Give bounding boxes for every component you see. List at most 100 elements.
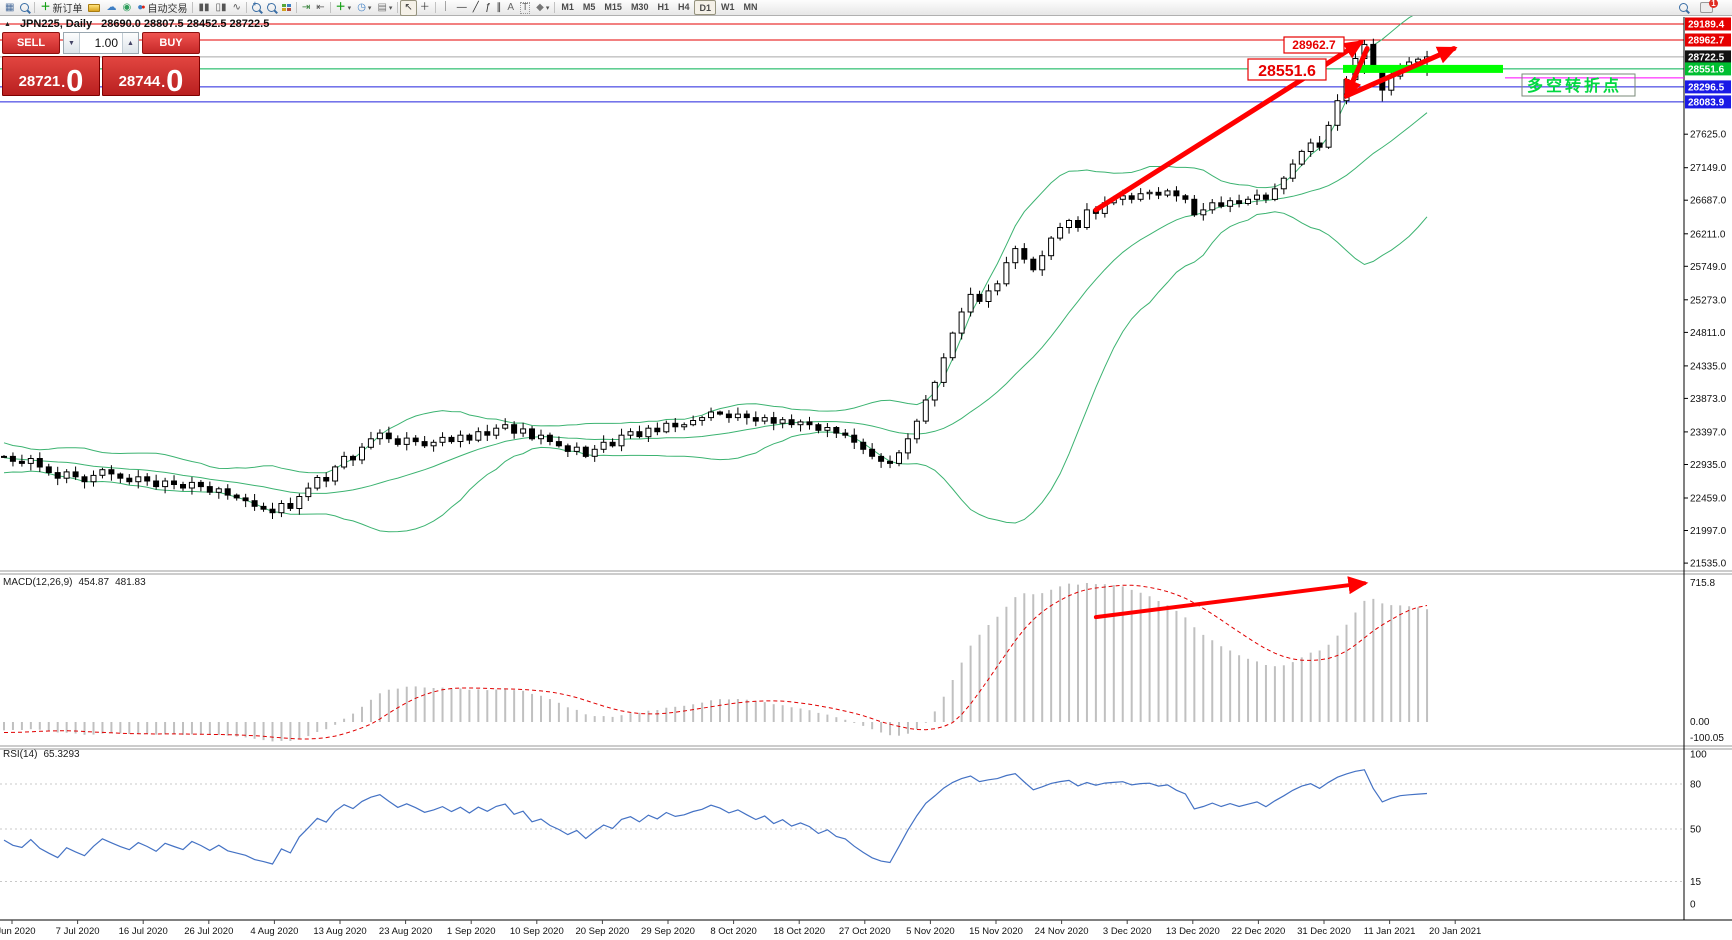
chart-shift-button[interactable]: ⇤	[313, 1, 327, 15]
rsi-axis[interactable]: 100 80 50 15 0	[1690, 750, 1707, 911]
annotation-price-labels[interactable]: 28962.7 28551.6	[1247, 36, 1345, 81]
candle	[475, 431, 482, 441]
candle	[627, 431, 634, 436]
vertical-line-button[interactable]: ｜	[438, 1, 454, 15]
candle	[681, 424, 688, 428]
time-axis[interactable]: 8 Jun 2020 7 Jul 2020 16 Jul 2020 26 Jul 20…	[0, 920, 1481, 937]
candle	[734, 413, 741, 419]
fibonacci-button[interactable]: ƒ	[482, 1, 494, 15]
svg-text:28551.6: 28551.6	[1258, 63, 1316, 80]
candle	[618, 434, 625, 447]
horizontal-price-lines[interactable]	[0, 23, 1684, 103]
candle	[1200, 209, 1207, 216]
shapes-button[interactable]: ◆ ▾	[533, 1, 552, 15]
price-axis[interactable]: 27625.0 27149.0 26687.0 26211.0 25749.0 25273…	[1684, 17, 1731, 570]
candle	[188, 481, 195, 489]
tile-windows-button[interactable]	[279, 1, 294, 15]
chart-plot-area[interactable]	[0, 17, 1684, 570]
autoscroll-button[interactable]: ⇥	[299, 1, 313, 15]
tf-button-MN[interactable]: MN	[743, 1, 758, 12]
candle	[1262, 194, 1269, 200]
tf-button-W1[interactable]: W1	[721, 1, 735, 12]
autotrading-button[interactable]: ● ● 自动交易	[134, 1, 190, 15]
volume-increase-button[interactable]: ▲	[122, 33, 138, 53]
indicators-button[interactable]: ＋ ▾	[333, 1, 355, 15]
crosshair-icon: ＋	[419, 1, 430, 13]
svg-text:11 Jan 2021: 11 Jan 2021	[1364, 926, 1416, 937]
trendline-button[interactable]: ╱	[470, 1, 482, 15]
candlestick-icon: ▯▮	[215, 1, 227, 13]
svg-text:22 Dec 2020: 22 Dec 2020	[1231, 926, 1285, 937]
tf-button-M15[interactable]: M15	[604, 1, 622, 12]
new-order-button[interactable]: ＋ 新订单	[37, 1, 85, 15]
candle	[224, 488, 231, 496]
candle	[645, 427, 652, 438]
tf-button-D1[interactable]: D1	[694, 0, 716, 15]
volume-value[interactable]: 1.00	[94, 36, 118, 50]
candle	[1075, 220, 1081, 228]
pane-separators[interactable]	[0, 17, 1732, 921]
crosshair-button[interactable]: ＋	[417, 1, 433, 15]
trade-panel-collapse-icon[interactable]: ▲	[4, 20, 11, 28]
zoom-out-button[interactable]: -	[264, 1, 279, 15]
candle	[296, 496, 303, 509]
buy-price-dot: .	[161, 74, 166, 90]
text-label-button[interactable]: T	[517, 1, 533, 15]
candlestick-chart-button[interactable]: ▯▮	[212, 1, 229, 15]
buy-price-box[interactable]: 28744. 0	[102, 56, 200, 96]
tf-button-M30[interactable]: M30	[630, 1, 649, 12]
chart-symbol-period: JPN225, Daily	[19, 18, 93, 30]
macd-histogram	[3, 583, 1429, 742]
tf-button-M1[interactable]: M1	[561, 1, 574, 12]
cursor-button[interactable]: ↖	[400, 0, 417, 16]
candle	[1298, 150, 1305, 165]
community-button[interactable]: ☁	[103, 1, 119, 15]
new-chart-button[interactable]: ▦	[2, 1, 17, 15]
candle	[385, 432, 392, 440]
svg-text:15: 15	[1690, 877, 1702, 888]
tile-windows-icon	[281, 4, 291, 11]
channel-button[interactable]: ∥	[493, 1, 504, 15]
zoom-in-button[interactable]: +	[249, 1, 264, 15]
search-icon	[1679, 3, 1688, 12]
sell-button[interactable]: SELL	[2, 32, 60, 54]
text-button[interactable]: A	[504, 1, 517, 15]
annotation-note[interactable]: 多空转折点	[1521, 73, 1636, 97]
horizontal-line-button[interactable]: —	[454, 1, 470, 15]
toolbar-separator	[245, 2, 247, 13]
templates-button[interactable]: ▤ ▾	[374, 1, 395, 15]
candle	[967, 293, 974, 313]
candle	[466, 434, 473, 441]
periods-button[interactable]: ◷ ▾	[354, 1, 374, 15]
axis-price-flag	[1685, 80, 1731, 94]
macd-value-main: 454.87	[78, 577, 110, 588]
svg-text:13 Aug 2020: 13 Aug 2020	[313, 926, 366, 937]
search-button[interactable]	[1676, 1, 1691, 15]
tf-button-H1[interactable]: H1	[657, 1, 669, 12]
profiles-button[interactable]	[17, 1, 32, 15]
tf-button-H4[interactable]: H4	[677, 1, 690, 12]
volume-decrease-button[interactable]: ▼	[64, 33, 80, 53]
buy-button[interactable]: BUY	[142, 32, 200, 54]
chevron-down-icon: ▾	[367, 4, 372, 12]
macd-trend-arrow	[1093, 576, 1369, 620]
candle	[1155, 191, 1162, 196]
macd-axis[interactable]: 715.8 0.00 -100.05	[1690, 578, 1724, 744]
bar-chart-button[interactable]: ▮▮	[195, 1, 212, 15]
bollinger-upper-band	[3, 8, 1428, 474]
sell-price-box[interactable]: 28721. 0	[2, 56, 100, 96]
candle	[1012, 248, 1019, 264]
annotation-support-bar[interactable]	[1343, 64, 1684, 79]
signals-button[interactable]: ◉	[119, 1, 134, 15]
candle	[779, 419, 786, 424]
tf-button-M5[interactable]: M5	[582, 1, 596, 12]
candle	[81, 476, 88, 483]
deposit-button[interactable]	[85, 1, 103, 15]
candle	[788, 419, 795, 426]
notifications-button[interactable]: 1	[1697, 0, 1727, 15]
svg-text:23873.0: 23873.0	[1690, 394, 1727, 405]
line-chart-button[interactable]: ∿	[230, 1, 244, 15]
candle	[913, 420, 920, 440]
candle	[761, 417, 768, 422]
